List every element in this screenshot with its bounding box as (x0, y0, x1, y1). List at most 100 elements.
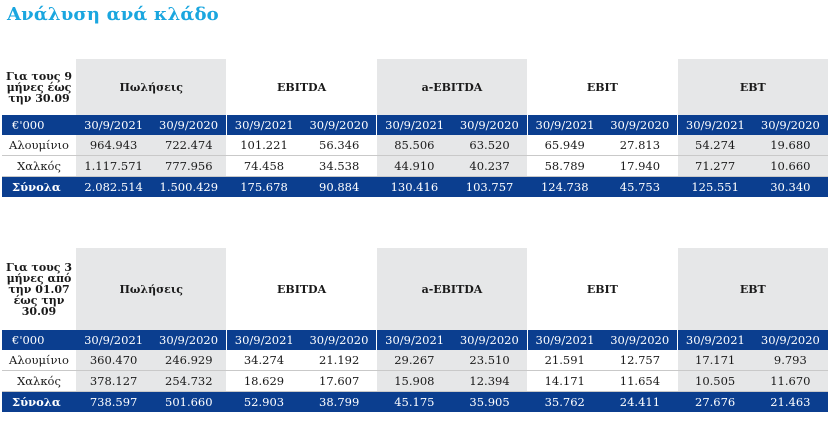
date-cell: 30/9/2020 (301, 330, 377, 350)
group-header-ebt: EBT (677, 59, 828, 115)
date-cell: 30/9/2020 (151, 330, 227, 350)
value-cell: 17.607 (301, 370, 377, 392)
value-cell: 777.956 (151, 155, 227, 177)
value-cell: 12.394 (451, 370, 528, 392)
date-cell: 30/9/2020 (752, 115, 828, 135)
total-cell: 21.463 (752, 391, 828, 412)
date-header-row: €'000 30/9/2021 30/9/2020 30/9/2021 30/9… (2, 330, 828, 350)
group-header-ebit: EBIT (527, 248, 678, 330)
value-cell: 58.789 (527, 155, 603, 177)
value-cell: 21.192 (301, 350, 377, 371)
row-label: Αλουμίνιο (2, 350, 76, 371)
row-label: Χαλκός (2, 370, 76, 392)
total-label: Σύνολα (2, 176, 76, 197)
date-cell: 30/9/2020 (301, 115, 377, 135)
group-header-ebitda: EBITDA (226, 59, 377, 115)
value-cell: 378.127 (76, 370, 152, 392)
total-cell: 175.678 (226, 176, 302, 197)
total-cell: 2.082.514 (76, 176, 152, 197)
group-header-sales: Πωλήσεις (76, 59, 227, 115)
total-cell: 738.597 (76, 391, 152, 412)
value-cell: 10.505 (677, 370, 753, 392)
date-cell: 30/9/2021 (376, 115, 452, 135)
total-cell: 35.762 (527, 391, 603, 412)
group-header-ebitda: EBITDA (226, 248, 377, 330)
period-label: Για τους 3 μήνες από την 01.07 έως την 3… (6, 260, 72, 318)
total-cell: 90.884 (301, 176, 377, 197)
value-cell: 18.629 (226, 370, 302, 392)
group-header-a-ebitda: a-EBITDA (376, 248, 528, 330)
value-cell: 17.171 (677, 350, 753, 371)
value-cell: 44.910 (376, 155, 452, 177)
date-cell: 30/9/2021 (225, 330, 302, 350)
row-label: Αλουμίνιο (2, 135, 76, 156)
value-cell: 12.757 (602, 350, 678, 371)
value-cell: 19.680 (752, 135, 828, 156)
value-cell: 74.458 (226, 155, 302, 177)
table-row: Χαλκός 378.127 254.732 18.629 17.607 15.… (2, 370, 828, 392)
value-cell: 17.940 (602, 155, 678, 177)
date-cell: 30/9/2021 (376, 330, 452, 350)
value-cell: 34.274 (226, 350, 302, 371)
total-cell: 24.411 (602, 391, 678, 412)
value-cell: 360.470 (76, 350, 152, 371)
total-cell: 103.757 (451, 176, 528, 197)
value-cell: 14.171 (527, 370, 603, 392)
total-cell: 1.500.429 (151, 176, 227, 197)
total-row: Σύνολα 2.082.514 1.500.429 175.678 90.88… (2, 176, 828, 197)
value-cell: 54.274 (677, 135, 753, 156)
date-cell: 30/9/2020 (602, 115, 678, 135)
total-cell: 35.905 (451, 391, 528, 412)
total-cell: 38.799 (301, 391, 377, 412)
value-cell: 9.793 (752, 350, 828, 371)
table-row: Χαλκός 1.117.571 777.956 74.458 34.538 4… (2, 155, 828, 177)
group-header-ebt: EBT (677, 248, 828, 330)
total-cell: 125.551 (677, 176, 753, 197)
page-title: Ανάλυση ανά κλάδο (7, 4, 219, 25)
value-cell: 71.277 (677, 155, 753, 177)
unit-label: €'000 (2, 330, 76, 350)
value-cell: 34.538 (301, 155, 377, 177)
table-row: Αλουμίνιο 360.470 246.929 34.274 21.192 … (2, 350, 828, 371)
row-label: Χαλκός (2, 155, 76, 177)
value-cell: 11.670 (752, 370, 828, 392)
value-cell: 21.591 (527, 350, 603, 371)
date-header-row: €'000 30/9/2021 30/9/2020 30/9/2021 30/9… (2, 115, 828, 135)
value-cell: 56.346 (301, 135, 377, 156)
value-cell: 246.929 (151, 350, 227, 371)
date-cell: 30/9/2021 (526, 330, 603, 350)
date-cell: 30/9/2021 (677, 330, 753, 350)
group-header-ebit: EBIT (527, 59, 678, 115)
value-cell: 964.943 (76, 135, 152, 156)
date-cell: 30/9/2020 (602, 330, 678, 350)
total-cell: 45.175 (376, 391, 452, 412)
date-cell: 30/9/2021 (76, 330, 152, 350)
segment-table-9m: Για τους 9 μήνες έως την 30.09 Πωλήσεις … (2, 59, 828, 197)
value-cell: 254.732 (151, 370, 227, 392)
value-cell: 65.949 (527, 135, 603, 156)
total-cell: 52.903 (226, 391, 302, 412)
date-cell: 30/9/2021 (677, 115, 753, 135)
value-cell: 27.813 (602, 135, 678, 156)
total-row: Σύνολα 738.597 501.660 52.903 38.799 45.… (2, 391, 828, 412)
group-header-sales: Πωλήσεις (76, 248, 227, 330)
value-cell: 40.237 (451, 155, 528, 177)
total-cell: 30.340 (752, 176, 828, 197)
value-cell: 11.654 (602, 370, 678, 392)
value-cell: 1.117.571 (76, 155, 152, 177)
total-cell: 27.676 (677, 391, 753, 412)
total-cell: 45.753 (602, 176, 678, 197)
total-cell: 130.416 (376, 176, 452, 197)
value-cell: 15.908 (376, 370, 452, 392)
value-cell: 722.474 (151, 135, 227, 156)
value-cell: 10.660 (752, 155, 828, 177)
date-cell: 30/9/2020 (451, 330, 528, 350)
date-cell: 30/9/2020 (752, 330, 828, 350)
value-cell: 85.506 (376, 135, 452, 156)
value-cell: 63.520 (451, 135, 528, 156)
value-cell: 101.221 (226, 135, 302, 156)
table-row: Αλουμίνιο 964.943 722.474 101.221 56.346… (2, 135, 828, 156)
total-label: Σύνολα (2, 391, 76, 412)
segment-table-3m: Για τους 3 μήνες από την 01.07 έως την 3… (2, 248, 828, 412)
date-cell: 30/9/2020 (451, 115, 528, 135)
